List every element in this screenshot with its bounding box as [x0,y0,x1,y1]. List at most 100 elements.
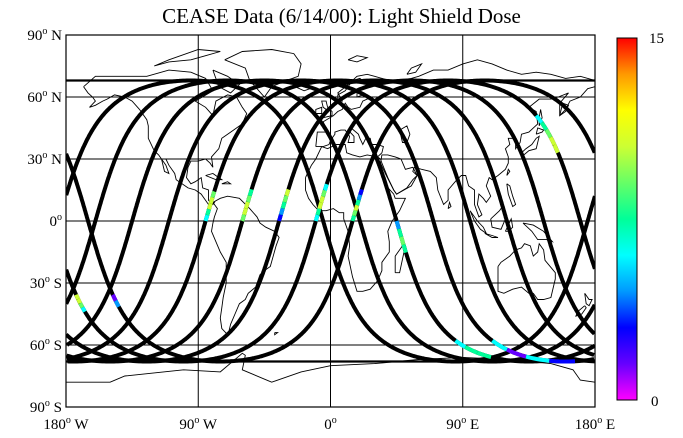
dose-segment [111,293,118,302]
coast-japan [521,135,540,158]
coast-novaya-zemlya [406,62,423,75]
dose-segment [476,350,492,360]
coast-hispaniola [221,181,233,185]
coast-new-zealand-n [584,293,593,307]
coast-hokkaido [535,127,545,135]
dose-segment [540,121,549,131]
colorbar-min-label: 0 [651,394,659,410]
dose-segment [534,114,544,124]
orbit-track [166,78,595,364]
dose-segment [315,207,322,216]
orbit-track [66,220,171,361]
lat-label: 30o N [27,150,62,168]
coast-africa [305,144,407,292]
dose-segment [74,294,80,300]
dose-segment [464,345,478,355]
dose-segment [401,244,408,254]
coast-ireland [315,106,323,114]
dose-segment [208,196,215,204]
orbit-track [66,78,590,364]
dose-segment [205,208,211,216]
dose-segment [76,298,83,305]
orbit-track [93,78,595,364]
dose-segment [353,204,360,212]
coast-kamchatka-tip [559,102,570,116]
coast-south-america [211,195,280,336]
orbit-track [203,78,595,364]
coast-taiwan [506,168,511,176]
dose-segment [244,201,250,209]
dose-segment [319,195,325,204]
dose-segment [525,354,550,363]
coast-south-georgia [274,332,279,336]
orbit-track [66,152,355,364]
dose-segment [317,202,324,210]
dose-segment [322,183,329,192]
dose-segment [113,299,121,308]
lon-label: 180o E [575,415,615,433]
dose-segment [242,207,248,216]
dose-segment [80,306,87,313]
dose-segment [277,214,283,222]
dose-segment [280,201,287,209]
lat-label: 30o S [30,274,62,292]
dose-segment [506,347,527,359]
dose-segment [548,136,557,146]
latitude-labels: 90o N 60o N 30o N 0o 30o S 60o S 90o S [27,26,62,416]
dose-segment [210,190,217,198]
lon-label: 0o [324,415,337,433]
lon-label: 90o W [179,415,217,433]
lon-label: 180o W [43,415,89,433]
dose-segment [240,213,247,222]
dose-overlay [74,114,576,364]
dose-segment [356,194,363,201]
dose-segment [396,228,404,238]
dose-segment [282,195,289,203]
coast-caspian [399,125,411,143]
dose-segment [355,199,361,206]
dose-segment [321,189,327,197]
dose-segment [352,209,358,217]
coast-cuba [205,173,224,181]
dose-segment [313,214,320,222]
lat-label: 0o [50,212,63,230]
dose-segment [207,202,213,210]
satellite-tracks [66,78,595,364]
orbit-track [350,78,595,222]
dose-segment [350,215,357,222]
dose-segment [245,195,252,203]
dose-segment [454,339,467,349]
coast-java [484,232,499,238]
orbit-track [313,78,595,270]
colorbar: 15 0 [616,31,664,410]
lat-label: 60o N [27,88,62,106]
lat-label: 90o N [27,26,62,44]
dose-segment [552,143,560,154]
dose-segment [549,358,576,364]
dose-segment [203,214,210,222]
colorbar-max-label: 15 [649,31,664,47]
colorbar-gradient [616,37,638,401]
map-frame [65,34,596,408]
dose-segment [399,236,406,246]
dose-segment [358,188,364,196]
orbit-track [66,220,282,364]
orbit-track [67,220,208,364]
dose-segment [78,302,85,309]
coast-australia [497,242,556,300]
lat-label: 90o S [30,398,62,416]
dose-segment [247,188,254,197]
dose-segment [491,338,508,352]
orbit-track [66,220,318,364]
coast-svalbard [347,55,369,63]
dose-segment [284,188,291,197]
coast-antarctica-edge [66,352,595,383]
dose-segment [394,220,401,230]
orbit-track [277,78,595,336]
orbit-track [240,78,595,357]
lon-label: 90o E [446,415,479,433]
coast-philippines [506,183,517,208]
coast-arabia [380,154,418,195]
coast-sri-lanka [447,200,452,209]
